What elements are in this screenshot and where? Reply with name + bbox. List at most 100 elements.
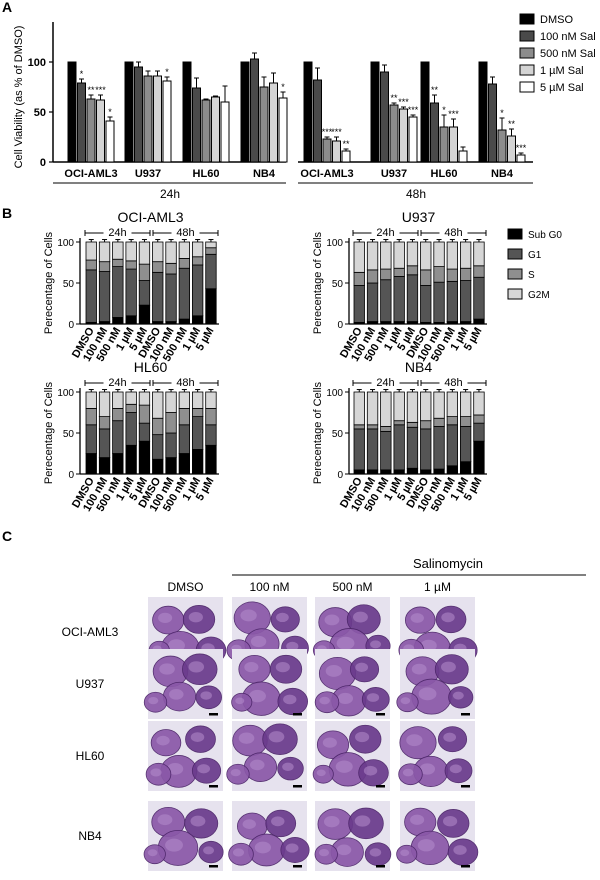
a-bar <box>96 99 105 163</box>
a-bar <box>507 135 516 163</box>
a-bar <box>303 61 313 163</box>
cell-image-tile <box>312 721 390 791</box>
b-stack-segment <box>152 271 164 322</box>
b-stack-segment <box>380 430 392 471</box>
b-legend-swatch <box>507 268 523 280</box>
b-stack-segment <box>366 469 379 475</box>
cell-nucleus-highlight <box>363 765 378 776</box>
a-bar <box>408 116 418 163</box>
a-bar <box>516 154 526 163</box>
b-stack-segment <box>112 266 124 318</box>
c-row-label: HL60 <box>76 749 105 763</box>
b-stack-segment <box>353 285 365 323</box>
b-stack-segment <box>473 422 485 442</box>
b-stack-segment <box>191 407 204 417</box>
b-legend-swatch <box>507 248 523 260</box>
b-time-label-bg <box>439 374 468 387</box>
a-significance-mark: ** <box>342 139 350 149</box>
a-bar <box>182 61 192 163</box>
panel-letter-b: B <box>2 205 12 221</box>
scale-bar <box>461 713 470 716</box>
a-significance-mark: *** <box>322 127 333 137</box>
a-bar <box>269 82 278 163</box>
b-stack-segment <box>165 241 177 264</box>
b-time-label-bg <box>371 374 400 387</box>
b-ytick-label: 0 <box>337 470 343 481</box>
cell-image-tile <box>396 649 475 719</box>
a-bar <box>380 71 389 163</box>
cell-nucleus-highlight <box>417 839 435 852</box>
cell-nucleus-highlight <box>441 612 455 623</box>
b-stack-segment <box>138 263 151 281</box>
b-time-label-bg <box>103 224 132 237</box>
b-stack-segment <box>98 261 111 272</box>
cell-nucleus-highlight <box>355 731 370 743</box>
b-legend-label: Sub G0 <box>528 230 562 241</box>
b-stack-segment <box>393 424 405 471</box>
b-stack-segment <box>138 304 151 325</box>
b-ytick-label: 0 <box>68 470 74 481</box>
scale-bar <box>209 713 218 716</box>
b-stack-segment <box>406 467 419 475</box>
cell-nucleus-highlight <box>148 696 159 705</box>
b-stack-segment <box>152 391 164 419</box>
b-stack-segment <box>165 391 177 413</box>
b-stack-segment <box>125 444 137 475</box>
b-stack-segment <box>473 414 485 424</box>
cell-nucleus-highlight <box>402 768 414 777</box>
panel-letter-a: A <box>2 0 12 15</box>
cell-image-tile <box>398 721 475 791</box>
b-stack-segment <box>125 403 137 413</box>
cell-nucleus-highlight <box>406 734 423 747</box>
b-stack-segment <box>112 317 124 325</box>
cell-nucleus-highlight <box>165 838 183 852</box>
b-stack-segment <box>406 391 419 423</box>
panel-letter-c: C <box>2 528 12 544</box>
cell-image-tile <box>145 721 223 791</box>
b-ytick-label: 100 <box>326 388 343 399</box>
b-stack-segment <box>459 416 472 427</box>
a-significance-mark: ** <box>508 119 516 129</box>
b-stack-segment <box>446 391 459 418</box>
a-group-label: NB4 <box>491 168 514 180</box>
a-group-label: NB4 <box>253 168 276 180</box>
a-legend-label: 100 nM Sal <box>540 31 596 43</box>
b-stack-segment <box>85 391 97 409</box>
cell-nucleus-highlight <box>240 609 257 622</box>
c-column-label: 1 µM <box>424 580 451 594</box>
scale-bar <box>293 713 302 716</box>
b-stack-segment <box>446 424 459 467</box>
a-group-label: HL60 <box>193 168 220 180</box>
b-stack-segment <box>205 407 217 426</box>
b-stack-segment <box>138 440 151 475</box>
cell-nucleus-highlight <box>318 848 330 857</box>
cell-nucleus-highlight <box>355 662 369 672</box>
cell-nucleus-highlight <box>336 844 352 856</box>
b-ytick-label: 50 <box>332 279 344 290</box>
b-stack-segment <box>366 282 379 322</box>
b-stack-segment <box>85 269 97 323</box>
cell-nucleus-highlight <box>248 689 266 703</box>
a-ytick-label: 50 <box>34 107 46 119</box>
b-stack-segment <box>85 453 97 475</box>
a-bar <box>449 126 458 163</box>
b-stack-segment <box>191 416 204 450</box>
a-ytick-label: 100 <box>28 57 46 69</box>
b-stack-segment <box>112 420 124 454</box>
a-group-label: OCI-AML3 <box>64 168 117 180</box>
b-subplot-title: OCI-AML3 <box>117 209 183 225</box>
b-stack-segment <box>178 241 191 259</box>
cell-image-tile <box>314 649 390 719</box>
cell-nucleus-highlight <box>275 661 290 673</box>
c-row-label: NB4 <box>78 829 102 843</box>
b-stack-segment <box>191 241 204 258</box>
b-stack-segment <box>138 391 151 406</box>
a-bar <box>220 101 230 163</box>
cell-nucleus-highlight <box>285 843 299 853</box>
a-legend-label: 500 nM Sal <box>540 48 596 60</box>
cell-nucleus-highlight <box>323 816 340 828</box>
b-stack-segment <box>473 241 485 267</box>
b-y-axis-title: Perecentage of Cells <box>43 381 55 484</box>
cell-nucleus-highlight <box>410 814 425 825</box>
b-stack-segment <box>380 241 392 270</box>
